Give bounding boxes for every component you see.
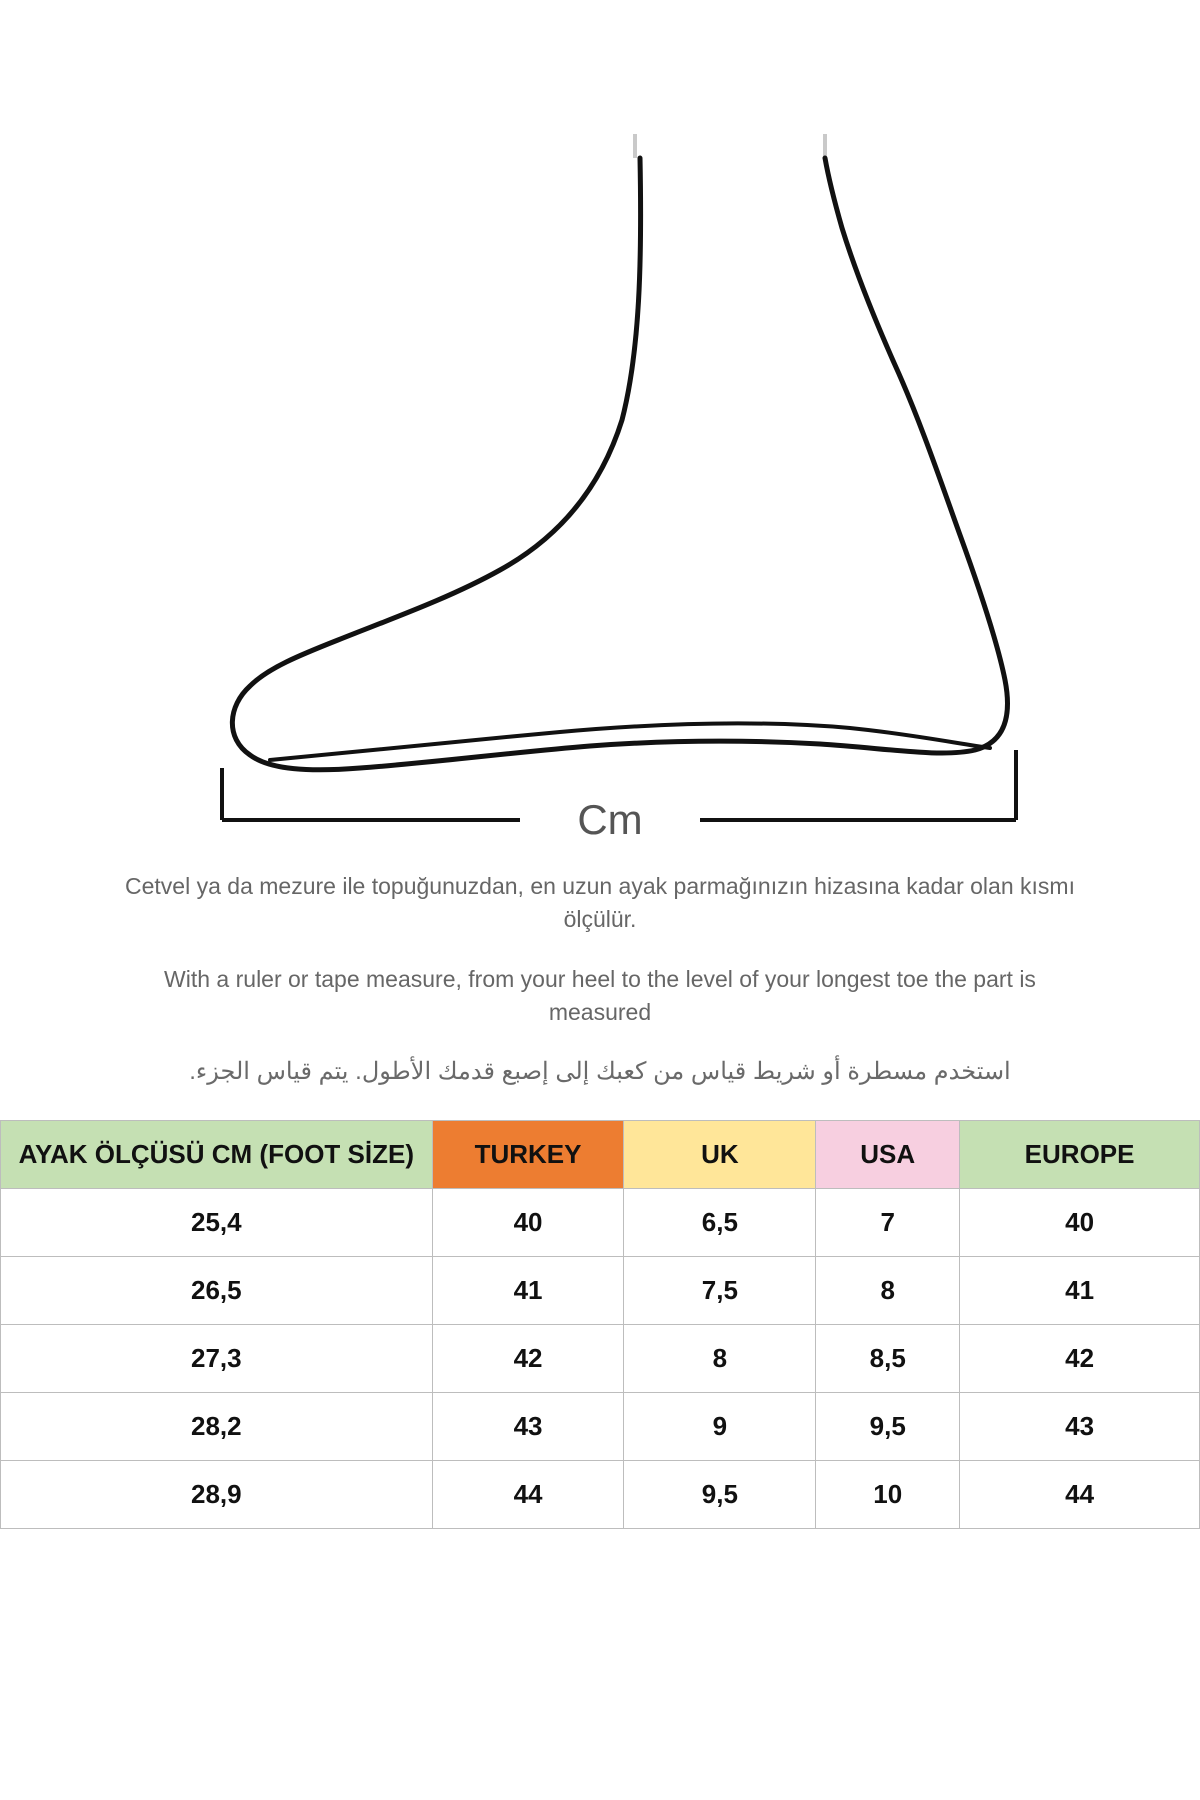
cell: 9 <box>624 1393 816 1461</box>
cell: 26,5 <box>1 1257 433 1325</box>
cell: 44 <box>960 1461 1200 1529</box>
cell: 43 <box>432 1393 624 1461</box>
table-row: 25,4 40 6,5 7 40 <box>1 1189 1200 1257</box>
cell: 28,2 <box>1 1393 433 1461</box>
cell: 40 <box>432 1189 624 1257</box>
cell: 27,3 <box>1 1325 433 1393</box>
cell: 6,5 <box>624 1189 816 1257</box>
col-europe: EUROPE <box>960 1121 1200 1189</box>
foot-svg: Cm <box>150 120 1050 840</box>
size-table-head: AYAK ÖLÇÜSÜ CM (FOOT SİZE) TURKEY UK USA… <box>1 1121 1200 1189</box>
cell: 8,5 <box>816 1325 960 1393</box>
cell: 8 <box>816 1257 960 1325</box>
col-uk: UK <box>624 1121 816 1189</box>
size-table-header-row: AYAK ÖLÇÜSÜ CM (FOOT SİZE) TURKEY UK USA… <box>1 1121 1200 1189</box>
cell: 9,5 <box>816 1393 960 1461</box>
page: Cm Cetvel ya da mezure ile topuğunuzdan,… <box>0 0 1200 1589</box>
cell: 7 <box>816 1189 960 1257</box>
cell: 44 <box>432 1461 624 1529</box>
instructions: Cetvel ya da mezure ile topuğunuzdan, en… <box>0 870 1200 1090</box>
table-row: 28,9 44 9,5 10 44 <box>1 1461 1200 1529</box>
col-turkey: TURKEY <box>432 1121 624 1189</box>
cell: 28,9 <box>1 1461 433 1529</box>
cell: 7,5 <box>624 1257 816 1325</box>
cell: 42 <box>432 1325 624 1393</box>
foot-diagram: Cm <box>0 120 1200 840</box>
col-usa: USA <box>816 1121 960 1189</box>
col-foot-size: AYAK ÖLÇÜSÜ CM (FOOT SİZE) <box>1 1121 433 1189</box>
unit-label: Cm <box>577 796 642 840</box>
instruction-ar: استخدم مسطرة أو شريط قياس من كعبك إلى إص… <box>120 1055 1080 1090</box>
instruction-tr: Cetvel ya da mezure ile topuğunuzdan, en… <box>120 870 1080 937</box>
table-row: 28,2 43 9 9,5 43 <box>1 1393 1200 1461</box>
size-table: AYAK ÖLÇÜSÜ CM (FOOT SİZE) TURKEY UK USA… <box>0 1120 1200 1529</box>
cell: 9,5 <box>624 1461 816 1529</box>
cell: 42 <box>960 1325 1200 1393</box>
instruction-en: With a ruler or tape measure, from your … <box>120 963 1080 1030</box>
cell: 25,4 <box>1 1189 433 1257</box>
cell: 41 <box>960 1257 1200 1325</box>
table-row: 27,3 42 8 8,5 42 <box>1 1325 1200 1393</box>
size-table-body: 25,4 40 6,5 7 40 26,5 41 7,5 8 41 27,3 4… <box>1 1189 1200 1529</box>
cell: 40 <box>960 1189 1200 1257</box>
cell: 43 <box>960 1393 1200 1461</box>
table-row: 26,5 41 7,5 8 41 <box>1 1257 1200 1325</box>
cell: 8 <box>624 1325 816 1393</box>
cell: 41 <box>432 1257 624 1325</box>
cell: 10 <box>816 1461 960 1529</box>
foot-outline <box>232 158 1007 770</box>
